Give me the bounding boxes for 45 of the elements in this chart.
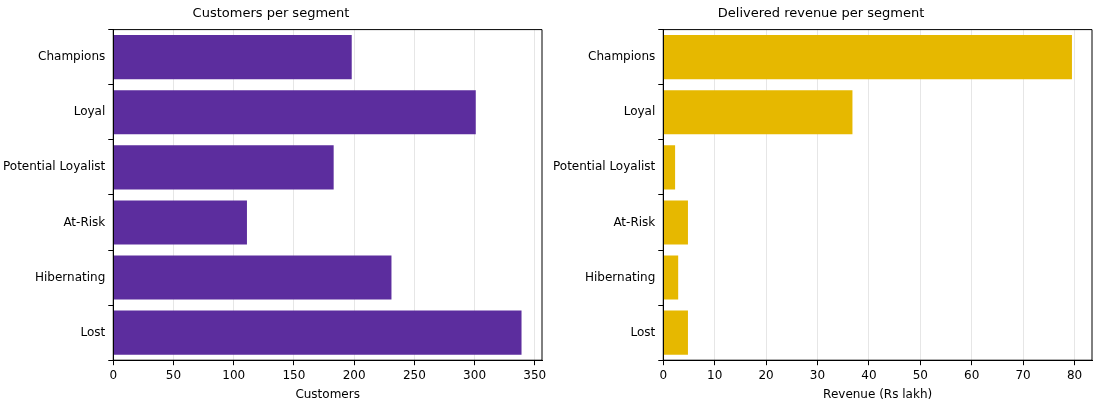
y-tick-label: Hibernating <box>34 269 106 284</box>
y-tick-label: Lost <box>630 324 656 339</box>
x-tick-label: 30 <box>809 367 826 382</box>
bar <box>113 255 392 300</box>
y-tick-label: Champions <box>38 49 106 64</box>
x-tick-label: 70 <box>1015 367 1031 382</box>
x-tick-label: 150 <box>282 367 306 382</box>
bar <box>663 310 688 355</box>
x-tick-label: 0 <box>659 367 668 382</box>
bar <box>113 310 522 355</box>
x-tick-label: 50 <box>912 367 928 382</box>
y-tick-label: Potential Loyalist <box>553 159 656 174</box>
y-tick-label: At-Risk <box>63 214 106 229</box>
chart-title: Customers per segment <box>192 5 350 21</box>
x-tick-label: 350 <box>523 367 547 382</box>
bar <box>663 35 1072 80</box>
bar <box>113 35 352 80</box>
x-tick-label: 60 <box>964 367 980 382</box>
chart-title: Delivered revenue per segment <box>717 5 925 21</box>
y-tick-label: Loyal <box>623 104 656 119</box>
x-tick-label: 80 <box>1066 367 1083 382</box>
y-tick-label: Lost <box>80 324 106 339</box>
y-tick-label: Hibernating <box>584 269 656 284</box>
x-tick-label: 10 <box>707 367 723 382</box>
x-tick-label: 20 <box>758 367 774 382</box>
bar <box>663 145 676 190</box>
x-tick-label: 300 <box>463 367 487 382</box>
x-axis-title: Customers <box>295 386 360 401</box>
x-axis-title: Revenue (Rs lakh) <box>823 386 933 401</box>
bar <box>663 255 679 300</box>
bar <box>663 200 688 245</box>
bar <box>663 90 853 135</box>
bar <box>113 200 247 245</box>
y-tick-label: Loyal <box>73 104 106 119</box>
x-tick-label: 100 <box>222 367 246 382</box>
y-tick-label: Potential Loyalist <box>3 159 106 174</box>
x-tick-label: 50 <box>165 367 182 382</box>
x-tick-label: 250 <box>402 367 426 382</box>
bar <box>113 90 476 135</box>
y-tick-label: Champions <box>588 49 656 64</box>
x-tick-label: 40 <box>861 367 877 382</box>
x-tick-label: 0 <box>109 367 118 382</box>
x-tick-label: 200 <box>342 367 366 382</box>
y-tick-label: At-Risk <box>613 214 656 229</box>
bar <box>113 145 334 190</box>
